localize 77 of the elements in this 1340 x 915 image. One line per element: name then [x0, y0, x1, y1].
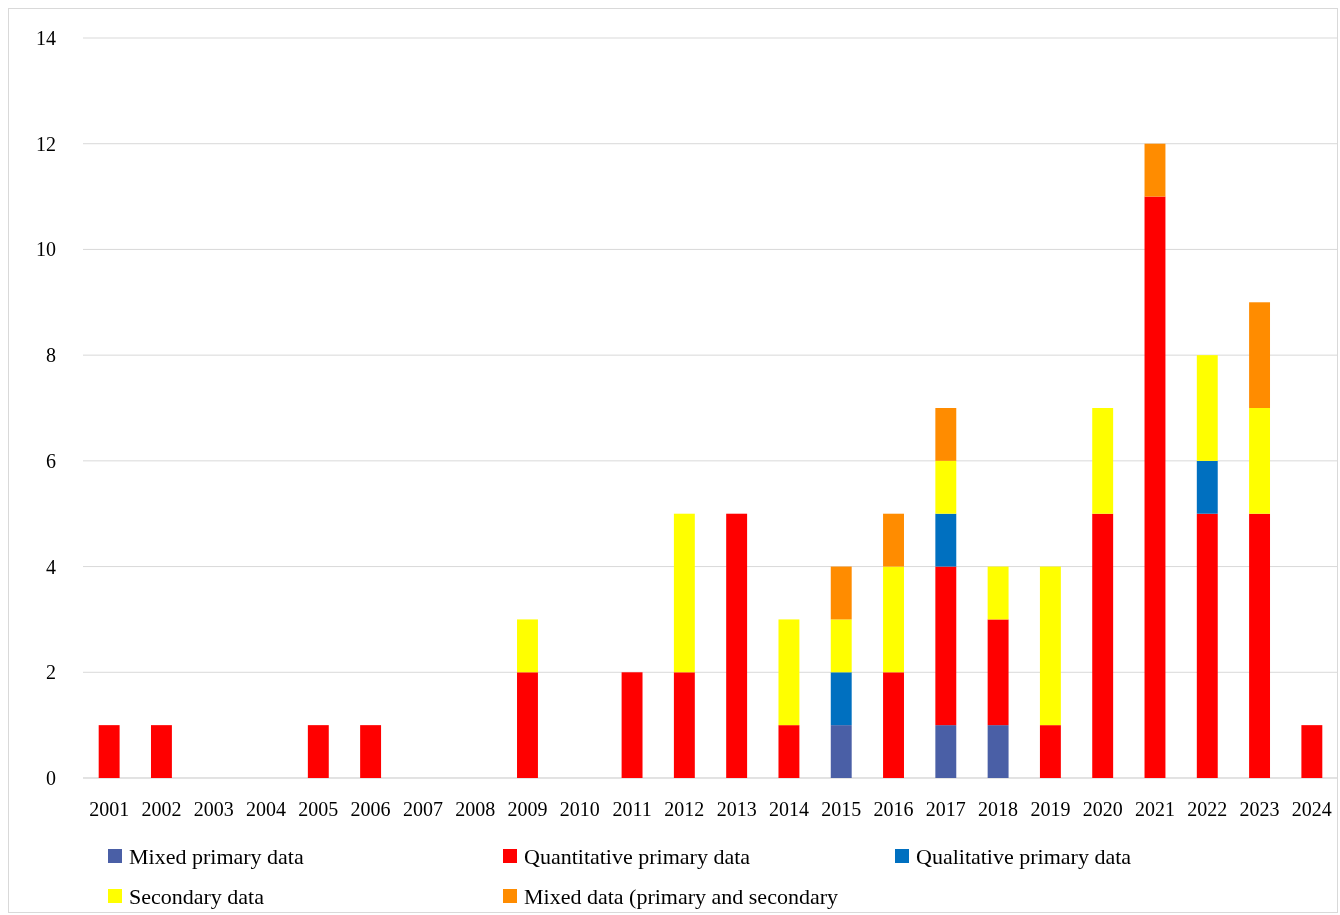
bar	[98, 725, 120, 778]
bar	[1249, 513, 1271, 778]
legend-label: Mixed data (primary and secondary	[524, 883, 838, 909]
bar	[830, 619, 852, 673]
bar	[621, 672, 643, 778]
bar	[517, 619, 538, 673]
y-tick-label: 4	[46, 555, 56, 578]
y-tick-label: 6	[46, 449, 56, 472]
bar	[1301, 725, 1323, 778]
bar	[987, 566, 1009, 620]
bar	[1144, 143, 1166, 197]
x-tick-label: 2012	[664, 798, 705, 820]
x-tick-label: 2013	[716, 798, 757, 820]
x-tick-label: 2014	[768, 798, 809, 820]
x-tick-label: 2024	[1291, 798, 1332, 820]
bar	[883, 513, 904, 567]
bar	[1249, 408, 1271, 514]
legend-label: Qualitative primary data	[916, 843, 1132, 869]
bar	[883, 566, 904, 673]
bar	[987, 725, 1009, 778]
x-tick-label: 2006	[350, 798, 391, 820]
bar	[830, 672, 852, 726]
bar	[1039, 725, 1061, 778]
x-tick-label: 2011	[612, 798, 652, 820]
y-tick-label: 10	[36, 238, 56, 261]
x-tick-label: 2020	[1082, 798, 1123, 820]
x-tick-label: 2005	[298, 798, 339, 820]
legend-label: Secondary data	[129, 883, 265, 909]
y-tick-label: 8	[46, 344, 56, 367]
legend-label: Mixed primary data	[129, 843, 304, 869]
bar	[517, 672, 538, 778]
bar	[778, 619, 800, 726]
x-tick-label: 2007	[402, 798, 443, 820]
x-tick-label: 2002	[141, 798, 182, 820]
bar	[935, 513, 957, 567]
x-tick-label: 2010	[559, 798, 600, 820]
bar	[1196, 460, 1218, 514]
bar	[1039, 566, 1061, 726]
x-tick-label: 2022	[1187, 798, 1228, 820]
bar	[935, 725, 957, 778]
bar	[1092, 408, 1114, 514]
bar	[883, 672, 904, 778]
x-tick-label: 2019	[1030, 798, 1071, 820]
x-tick-label: 2008	[455, 798, 496, 820]
y-tick-label: 12	[36, 132, 56, 155]
x-tick-label: 2004	[246, 798, 287, 820]
x-tick-label: 2003	[193, 798, 234, 820]
bar	[830, 566, 852, 620]
bar	[935, 460, 957, 514]
legend-label: Quantitative primary data	[524, 843, 751, 869]
bar	[830, 725, 852, 778]
bar	[1092, 513, 1114, 778]
bar	[150, 725, 172, 778]
x-tick-label: 2023	[1239, 798, 1280, 820]
x-tick-label: 2016	[873, 798, 914, 820]
x-tick-label: 2009	[507, 798, 548, 820]
y-tick-label: 14	[36, 27, 56, 49]
bar	[1196, 513, 1218, 778]
bar	[673, 513, 695, 673]
x-tick-label: 2017	[925, 798, 966, 820]
y-tick-label: 0	[46, 767, 56, 789]
bar	[935, 408, 957, 461]
bar	[360, 725, 382, 778]
bar	[778, 725, 800, 778]
x-tick-label: 2001	[89, 798, 130, 820]
x-tick-label: 2021	[1134, 798, 1175, 820]
bar	[673, 672, 695, 778]
y-tick-label: 2	[46, 661, 56, 684]
x-tick-label: 2018	[978, 798, 1019, 820]
bar	[935, 566, 957, 726]
bar	[987, 619, 1009, 726]
bar	[726, 513, 748, 778]
bar	[1196, 355, 1218, 461]
x-tick-label: 2015	[821, 798, 862, 820]
bar	[1144, 196, 1166, 778]
bar	[307, 725, 329, 778]
bar	[1249, 302, 1271, 408]
